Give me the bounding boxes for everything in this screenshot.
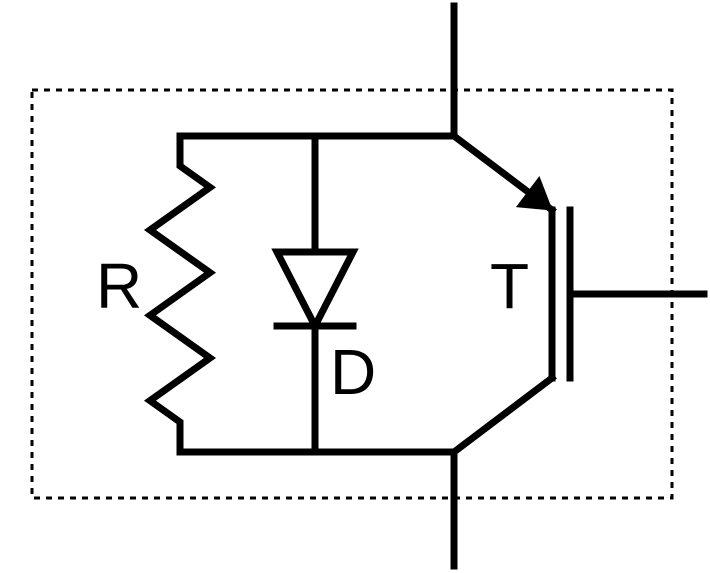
circuit-diagram: R D T [0, 0, 710, 573]
diode-triangle [277, 252, 353, 326]
label-D: D [330, 336, 376, 408]
resistor [150, 136, 210, 452]
label-R: R [96, 250, 142, 322]
collector-lead [454, 378, 552, 452]
emitter-arrow-icon [517, 177, 552, 210]
label-T: T [490, 250, 529, 322]
